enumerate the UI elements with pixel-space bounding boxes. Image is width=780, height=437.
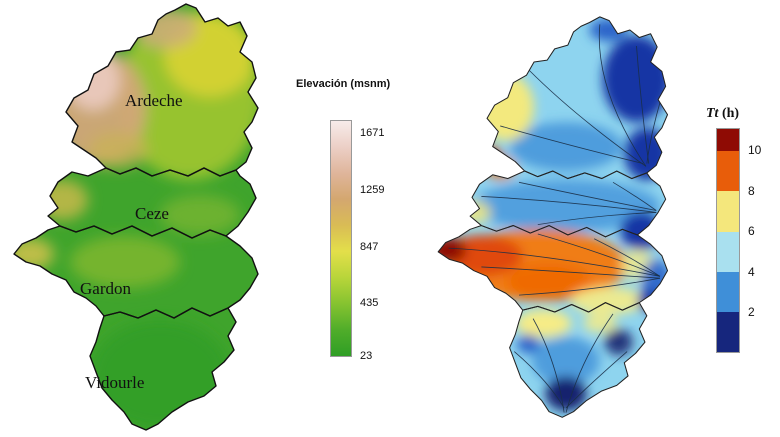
tt-unit: (h) — [718, 106, 740, 121]
label-vidourle: Vidourle — [85, 373, 144, 392]
tt-tick-2: 2 — [748, 305, 755, 319]
elevation-legend-title: Elevación (msnm) — [296, 78, 391, 90]
vidourle-basin-right — [509, 302, 648, 418]
elevation-tick-3: 847 — [360, 241, 379, 253]
tt-tick-8: 8 — [748, 184, 755, 198]
tt-tick-10: 10 — [748, 143, 762, 157]
tt-tick-6: 6 — [748, 224, 755, 238]
travel-time-map — [437, 16, 669, 418]
travel-time-legend-title: Tt (h) — [706, 106, 778, 122]
elevation-map: Ardeche Ceze Gardon Vidourle — [13, 3, 259, 431]
elevation-tick-2: 1259 — [360, 184, 385, 196]
label-ceze: Ceze — [135, 204, 169, 223]
river-network — [448, 24, 661, 413]
elevation-tick-1: 1671 — [360, 127, 385, 139]
elevation-colorbar — [330, 120, 352, 357]
travel-time-legend: Tt (h) 10 8 6 4 2 — [706, 106, 778, 386]
travel-time-fill — [438, 16, 668, 418]
label-gardon: Gardon — [80, 279, 131, 298]
label-ardeche: Ardeche — [125, 91, 183, 110]
vidourle-basin — [89, 307, 237, 431]
elevation-tick-5: 23 — [360, 350, 373, 362]
elevation-tick-4: 435 — [360, 297, 379, 309]
basin-outlines — [13, 3, 259, 431]
tt-tick-4: 4 — [748, 265, 755, 279]
travel-time-colorbar — [716, 128, 740, 353]
elevation-legend: Elevación (msnm) 1671 1259 847 435 23 — [296, 78, 436, 378]
tt-symbol: Tt — [706, 106, 719, 121]
basin-outlines-right — [437, 16, 669, 418]
elevation-shading — [14, 8, 258, 430]
